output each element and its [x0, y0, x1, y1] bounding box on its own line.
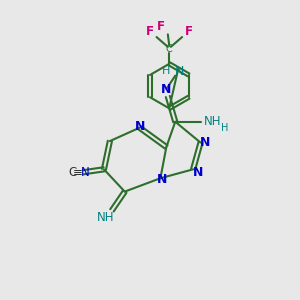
Text: N: N	[157, 173, 167, 186]
Text: N: N	[200, 136, 210, 149]
Text: N: N	[81, 166, 90, 179]
Text: N: N	[160, 83, 171, 97]
Text: H: H	[220, 123, 228, 133]
Text: NH: NH	[97, 211, 115, 224]
Text: N: N	[134, 120, 145, 133]
Text: F: F	[185, 25, 193, 38]
Text: ≡: ≡	[73, 166, 83, 179]
Text: F: F	[157, 20, 165, 33]
Text: H: H	[162, 66, 170, 76]
Text: C: C	[166, 44, 173, 54]
Text: N: N	[193, 166, 204, 179]
Text: C: C	[68, 166, 76, 179]
Text: N: N	[175, 65, 184, 78]
Text: F: F	[146, 25, 153, 38]
Text: NH: NH	[204, 115, 221, 128]
